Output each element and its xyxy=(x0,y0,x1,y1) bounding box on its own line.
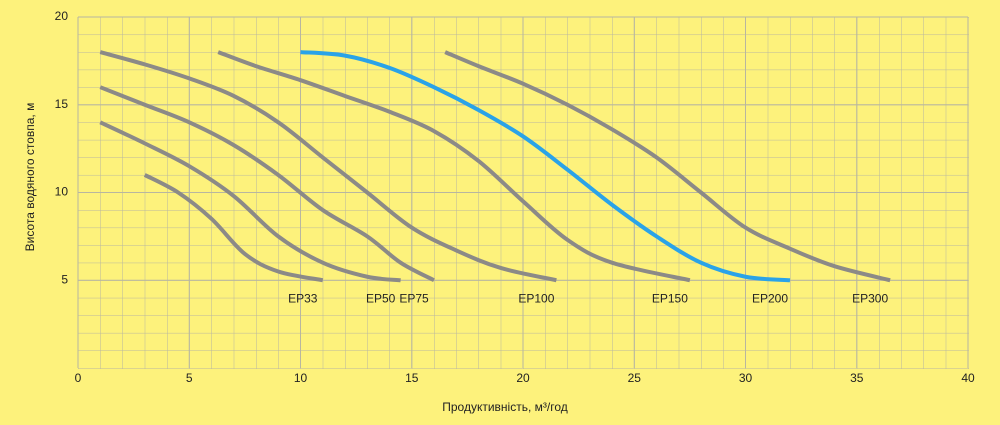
series-label: EP200 xyxy=(752,291,788,305)
x-tick-label: 30 xyxy=(739,371,753,385)
y-tick-label: 20 xyxy=(55,9,69,23)
pump-curve xyxy=(143,173,324,283)
series-label: EP150 xyxy=(652,291,688,305)
y-tick-label: 15 xyxy=(55,97,69,111)
y-axis-title: Висота водяного стовпа, м xyxy=(23,103,37,252)
x-tick-label: 0 xyxy=(75,371,82,385)
series-label: EP50 xyxy=(366,291,396,305)
pump-curve xyxy=(217,50,691,283)
pump-curve xyxy=(99,85,435,283)
x-tick-label: 35 xyxy=(850,371,864,385)
y-tick-label: 10 xyxy=(55,185,69,199)
pump-curve xyxy=(444,50,891,283)
y-tick-label: 5 xyxy=(61,272,68,286)
series-label: EP300 xyxy=(852,291,888,305)
x-tick-label: 10 xyxy=(294,371,308,385)
x-tick-label: 40 xyxy=(961,371,975,385)
series-label: EP75 xyxy=(399,291,429,305)
pump-curve xyxy=(300,50,791,283)
series-label: EP33 xyxy=(288,291,318,305)
series-label: EP100 xyxy=(518,291,554,305)
x-axis-title: Продуктивність, м³/год xyxy=(442,400,567,414)
pump-curve xyxy=(99,120,401,283)
x-tick-label: 5 xyxy=(186,371,193,385)
x-tick-label: 20 xyxy=(516,371,530,385)
x-tick-label: 25 xyxy=(628,371,642,385)
pump-curve xyxy=(99,50,557,283)
x-tick-label: 15 xyxy=(405,371,419,385)
